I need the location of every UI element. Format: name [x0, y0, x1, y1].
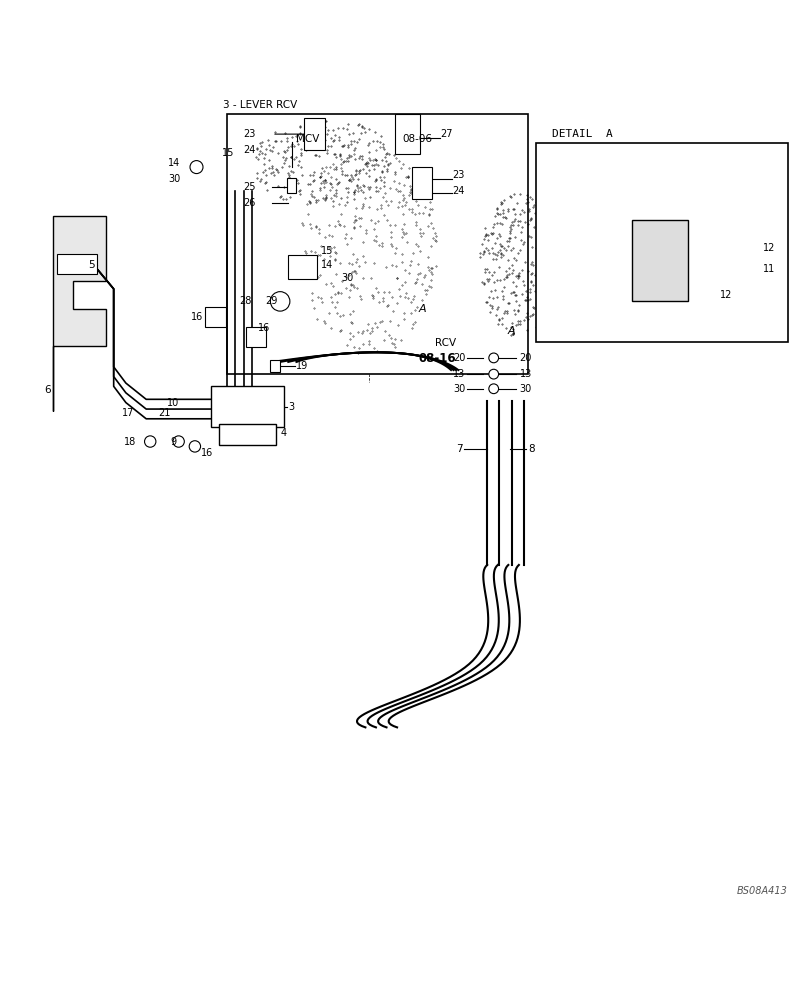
Bar [304, 118, 324, 150]
Bar [219, 424, 276, 445]
Text: 27: 27 [440, 129, 452, 139]
Text: 26: 26 [243, 198, 255, 208]
Bar [227, 114, 527, 374]
Text: 30: 30 [168, 174, 180, 184]
Bar [205, 307, 225, 327]
Bar [535, 143, 787, 342]
Text: 30: 30 [341, 273, 353, 283]
Text: 28: 28 [239, 296, 251, 306]
Text: 19: 19 [296, 361, 308, 371]
Text: 20: 20 [453, 353, 465, 363]
Circle shape [488, 353, 498, 363]
Text: 23: 23 [243, 129, 255, 139]
Text: 16: 16 [191, 312, 203, 322]
Text: 11: 11 [762, 264, 774, 274]
Text: DETAIL  A: DETAIL A [551, 129, 612, 139]
Text: 24: 24 [452, 186, 464, 196]
Text: 12: 12 [762, 243, 774, 253]
Text: BS08A413: BS08A413 [736, 886, 787, 896]
Text: 3: 3 [288, 402, 294, 412]
Text: 20: 20 [519, 353, 531, 363]
Text: 13: 13 [453, 369, 465, 379]
Text: 29: 29 [265, 296, 277, 306]
Text: 21: 21 [158, 408, 170, 418]
Text: 3 - LEVER RCV: 3 - LEVER RCV [223, 100, 297, 110]
Text: MCV: MCV [296, 134, 320, 144]
Circle shape [189, 441, 200, 452]
Text: 18: 18 [124, 437, 136, 447]
Circle shape [270, 292, 290, 311]
Text: 8: 8 [527, 444, 534, 454]
Text: 9: 9 [170, 437, 177, 447]
Bar [288, 255, 316, 279]
Text: 13: 13 [519, 369, 531, 379]
Circle shape [488, 369, 498, 379]
Bar [246, 327, 266, 347]
Text: 16: 16 [258, 323, 270, 333]
Text: 25: 25 [243, 182, 255, 192]
Text: A: A [418, 304, 425, 314]
Text: 17: 17 [122, 408, 134, 418]
Circle shape [173, 436, 184, 447]
Bar [211, 386, 284, 427]
Circle shape [190, 161, 203, 174]
Text: 24: 24 [243, 145, 255, 155]
Text: 16: 16 [201, 448, 213, 458]
Text: 08-06: 08-06 [401, 134, 431, 144]
Text: 6: 6 [45, 385, 51, 395]
Circle shape [488, 384, 498, 394]
Text: 14: 14 [320, 260, 333, 270]
Text: 15: 15 [320, 246, 333, 256]
Text: 23: 23 [452, 170, 464, 180]
Text: 14: 14 [168, 158, 180, 168]
Bar [286, 178, 296, 193]
Text: 5: 5 [88, 260, 94, 270]
Text: RCV: RCV [434, 338, 455, 348]
Text: 30: 30 [453, 384, 465, 394]
Bar [411, 167, 431, 199]
Text: 08-16: 08-16 [418, 352, 455, 365]
Text: 12: 12 [719, 290, 732, 300]
Text: 30: 30 [519, 384, 531, 394]
Text: 7: 7 [456, 444, 462, 454]
Bar [270, 360, 280, 372]
Text: 15: 15 [221, 148, 234, 158]
Text: A: A [507, 326, 514, 336]
Text: RCV  08-17: RCV 08-17 [584, 320, 642, 330]
Text: 10: 10 [166, 398, 178, 408]
Circle shape [144, 436, 156, 447]
Bar [395, 114, 419, 154]
Text: 4: 4 [280, 428, 286, 438]
Bar [631, 220, 688, 301]
Bar [57, 254, 97, 274]
Polygon shape [53, 216, 105, 411]
